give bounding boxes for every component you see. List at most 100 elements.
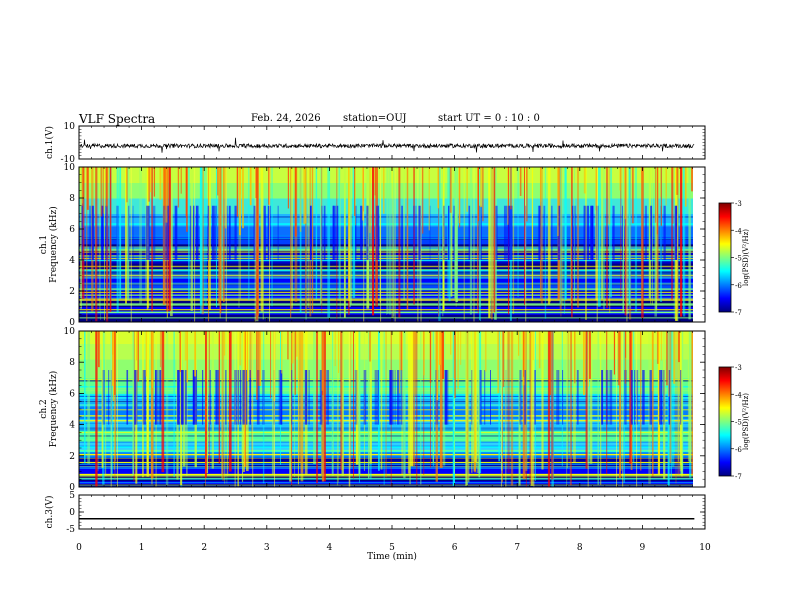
dark-gap: [443, 205, 445, 260]
sferic-burst: [368, 331, 370, 479]
y-tick-label: 0: [69, 318, 75, 328]
sferic-burst: [510, 331, 514, 486]
strong-streak: [239, 167, 241, 236]
sferic-burst: [403, 167, 405, 301]
sferic-burst: [628, 167, 631, 305]
narrowband-line: [79, 415, 693, 417]
sferic-burst: [687, 331, 691, 462]
dark-gap: [108, 370, 110, 425]
narrowband-line: [79, 450, 693, 452]
strong-streak: [651, 331, 653, 391]
narrowband-line: [79, 394, 693, 396]
x-tick-label: 4: [327, 543, 333, 553]
sferic-burst: [327, 167, 331, 318]
sferic-burst: [369, 167, 372, 302]
strong-streak: [153, 167, 156, 197]
y-tick-label: 5: [69, 491, 75, 501]
strong-streak: [287, 167, 290, 209]
sferic-burst: [680, 167, 683, 317]
strong-streak: [437, 167, 439, 209]
sferic-burst: [392, 167, 395, 317]
dark-gap: [192, 370, 196, 425]
narrowband-line: [79, 432, 693, 434]
dark-gap: [304, 370, 307, 425]
strong-streak: [523, 331, 524, 377]
dark-gap: [174, 205, 178, 260]
dark-gap: [694, 206, 695, 260]
strong-streak: [503, 331, 505, 388]
date-label: Feb. 24, 2026: [251, 113, 321, 124]
sferic-burst: [585, 331, 588, 469]
dark-gap: [524, 370, 526, 425]
dark-gap: [101, 205, 104, 260]
strong-streak: [691, 167, 693, 192]
x-tick-label: 10: [699, 543, 711, 553]
sferic-burst: [512, 167, 515, 314]
sferic-burst: [375, 167, 378, 307]
narrowband-line: [79, 441, 693, 443]
sferic-burst: [547, 167, 551, 305]
sferic-burst: [224, 331, 226, 477]
sferic-burst: [349, 167, 352, 305]
narrowband-line: [79, 299, 693, 301]
strong-streak: [242, 167, 244, 229]
dark-gap: [680, 370, 682, 425]
full-height-line: [587, 331, 589, 487]
strong-streak: [98, 331, 100, 368]
narrowband-line: [79, 396, 693, 398]
dark-gap: [624, 370, 627, 425]
dark-gap: [367, 205, 369, 260]
start-time-label: start UT = 0 : 10 : 0: [438, 113, 540, 124]
strong-streak: [678, 331, 680, 363]
sferic-burst: [680, 331, 684, 475]
strong-streak: [362, 167, 364, 221]
dark-gap: [163, 205, 165, 260]
station-label: station=OUJ: [343, 113, 407, 124]
sferic-burst: [477, 167, 479, 314]
dark-gap: [135, 370, 138, 425]
sferic-burst: [624, 167, 627, 316]
narrowband-line: [79, 467, 693, 469]
sferic-burst: [208, 167, 211, 310]
sferic-burst: [652, 167, 653, 305]
sferic-burst: [341, 331, 344, 476]
spectral-band: [79, 225, 693, 238]
dark-gap: [158, 370, 161, 425]
narrowband-line: [79, 390, 693, 392]
strong-streak: [574, 331, 576, 384]
strong-streak: [519, 167, 522, 196]
strong-streak: [400, 331, 403, 371]
dark-gap: [506, 205, 509, 260]
spectral-band: [79, 182, 693, 199]
narrowband-line: [79, 478, 693, 480]
sferic-burst: [454, 331, 455, 474]
figure-title: VLF Spectra: [79, 112, 156, 126]
x-tick-label: 8: [577, 543, 583, 553]
narrowband-line: [79, 257, 693, 259]
spectral-band: [79, 236, 693, 249]
dark-gap: [366, 205, 369, 260]
sferic-burst: [420, 331, 422, 485]
dark-gap: [586, 205, 589, 260]
strong-streak: [180, 167, 182, 194]
sferic-burst: [297, 331, 299, 485]
y-tick-label: 2: [69, 287, 75, 297]
sferic-burst: [452, 331, 455, 486]
y-tick-label: 8: [69, 358, 75, 368]
narrowband-line: [79, 250, 693, 252]
sferic-burst: [438, 167, 440, 317]
sferic-burst: [332, 331, 334, 474]
sferic-burst: [222, 331, 225, 481]
dark-gap: [167, 205, 170, 260]
dark-gap: [634, 370, 636, 425]
dark-gap: [132, 205, 134, 260]
sferic-burst: [205, 331, 208, 478]
strong-streak: [338, 331, 340, 373]
sferic-burst: [597, 331, 599, 485]
strong-streak: [148, 167, 150, 202]
dark-gap: [668, 370, 671, 425]
ch1-spectrogram: [79, 167, 695, 322]
strong-streak: [517, 331, 520, 356]
sferic-burst: [619, 331, 621, 478]
dark-gap: [674, 205, 677, 260]
